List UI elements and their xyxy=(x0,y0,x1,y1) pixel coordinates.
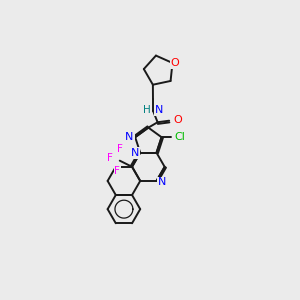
Text: F: F xyxy=(107,153,113,163)
Text: N: N xyxy=(125,132,134,142)
Text: H: H xyxy=(143,105,151,115)
Text: O: O xyxy=(174,115,182,125)
Text: N: N xyxy=(131,148,140,158)
Text: Cl: Cl xyxy=(175,132,185,142)
Text: F: F xyxy=(117,144,123,154)
Text: N: N xyxy=(158,178,166,188)
Text: O: O xyxy=(170,58,179,68)
Text: N: N xyxy=(155,105,164,115)
Text: F: F xyxy=(115,166,120,176)
